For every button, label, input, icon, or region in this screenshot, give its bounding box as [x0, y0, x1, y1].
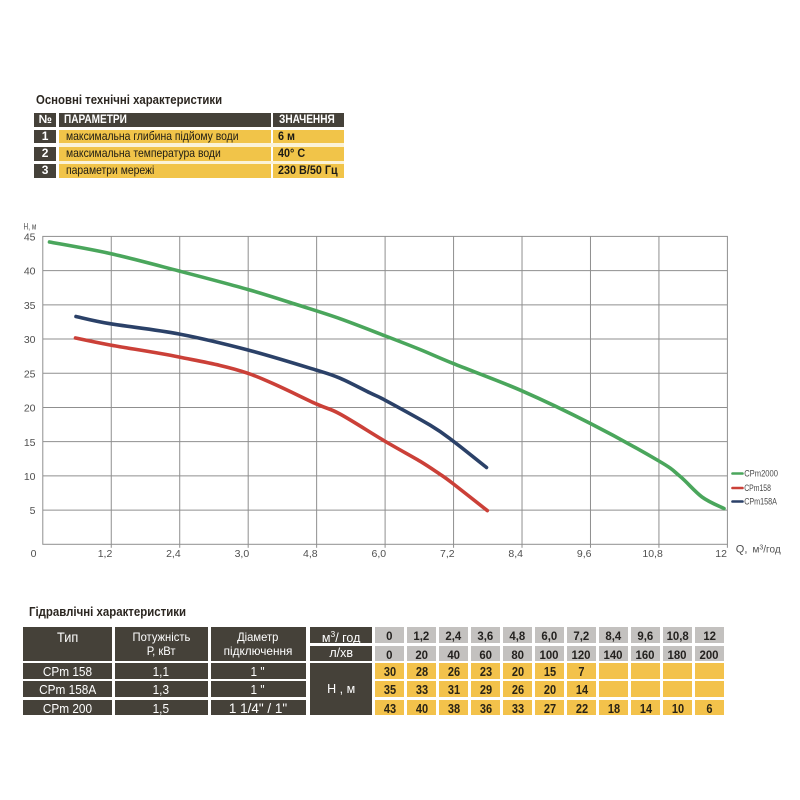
svg-text:25: 25 — [24, 368, 36, 380]
svg-text:Н, м: Н, м — [24, 221, 37, 231]
svg-text:8,4: 8,4 — [508, 548, 523, 560]
svg-text:5: 5 — [30, 505, 36, 517]
svg-text:40: 40 — [24, 266, 36, 278]
svg-text:15: 15 — [24, 437, 36, 449]
svg-text:7,2: 7,2 — [440, 548, 455, 560]
svg-text:2,4: 2,4 — [166, 548, 181, 560]
svg-text:4,8: 4,8 — [303, 548, 318, 560]
svg-text:6,0: 6,0 — [371, 548, 386, 560]
svg-text:45: 45 — [24, 232, 36, 244]
svg-text:35: 35 — [24, 300, 36, 312]
svg-text:0: 0 — [31, 548, 37, 560]
svg-text:10,8: 10,8 — [642, 548, 663, 560]
svg-text:12: 12 — [715, 548, 727, 560]
svg-text:9,6: 9,6 — [577, 548, 592, 560]
svg-text:CPm158: CPm158 — [744, 483, 771, 493]
svg-text:м3/год: м3/год — [753, 544, 781, 555]
svg-text:20: 20 — [24, 403, 36, 415]
svg-text:10: 10 — [24, 471, 36, 483]
svg-text:CPm2000: CPm2000 — [744, 469, 778, 479]
svg-text:3,0: 3,0 — [235, 548, 250, 560]
svg-text:30: 30 — [24, 334, 36, 346]
svg-text:CPm158A: CPm158A — [744, 497, 777, 507]
svg-text:1,2: 1,2 — [98, 548, 113, 560]
svg-text:Q,: Q, — [736, 544, 748, 556]
